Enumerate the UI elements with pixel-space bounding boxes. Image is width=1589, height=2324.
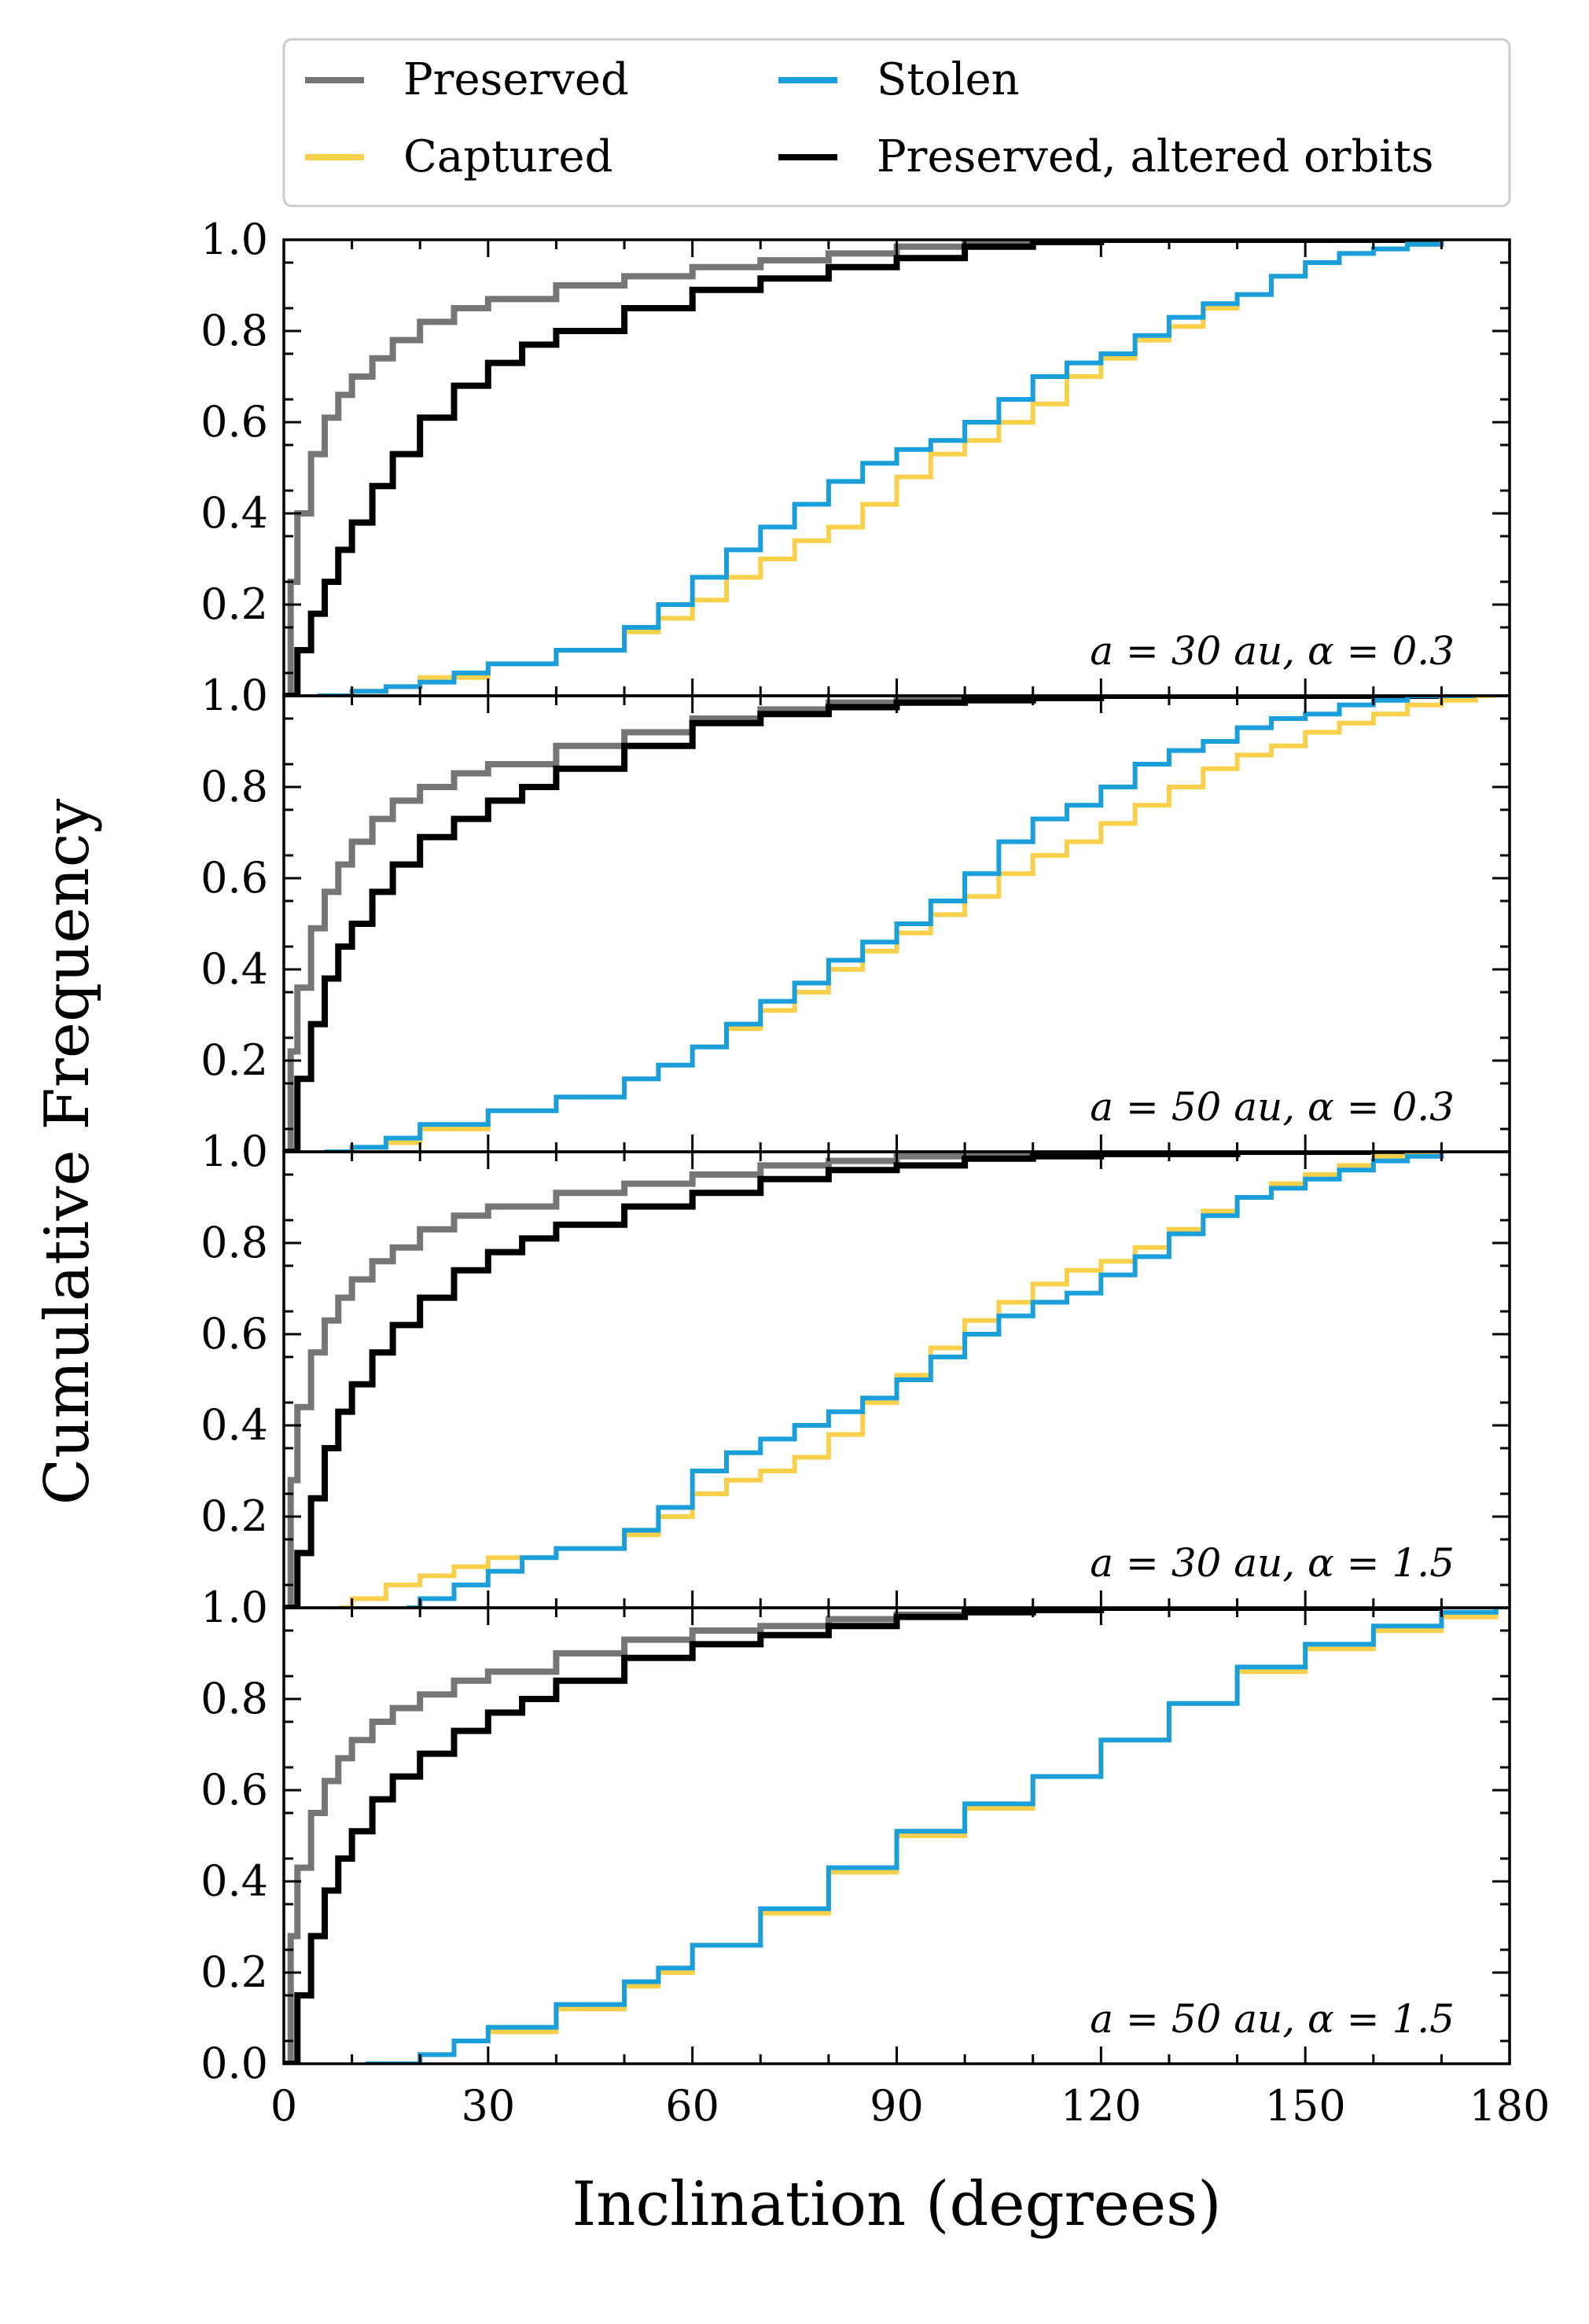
y-tick-label: 0.8 (200, 306, 268, 355)
series-stolen (365, 1608, 1499, 2064)
x-axis-title: Inclination (degrees) (572, 2169, 1221, 2240)
series-preserved (284, 696, 1442, 1152)
x-tick-label: 0 (270, 2081, 297, 2131)
legend-label-preserved-altered-orbits: Preserved, altered orbits (877, 131, 1433, 182)
x-tick-label: 60 (665, 2081, 719, 2131)
series-stolen (406, 1152, 1444, 1608)
y-tick-label: 0.4 (200, 1400, 268, 1450)
y-tick-label: 0.4 (200, 1856, 268, 1906)
y-tick-label: 0.2 (200, 1491, 268, 1541)
y-tick-label: 0.6 (200, 853, 268, 903)
series-stolen (318, 240, 1444, 696)
series-captured (338, 1152, 1442, 1608)
y-tick-label: 1.0 (200, 671, 268, 720)
series-captured (372, 1608, 1499, 2064)
panel-1: 0.2 0.4 0.6 0.8 1.0 a = 30 au, α = 0.3 (200, 215, 1511, 697)
y-tick-label: 1.0 (200, 1127, 268, 1176)
series-captured (325, 240, 1444, 696)
series-preserved (284, 1152, 1442, 1608)
series-stolen (325, 696, 1476, 1152)
legend-label-stolen: Stolen (877, 54, 1020, 105)
y-tick-label: 0.2 (200, 1947, 268, 1997)
y-tick-label: 0.0 (200, 2039, 268, 2088)
y-tick-label: 0.6 (200, 1309, 268, 1359)
panel-series (284, 240, 1444, 696)
series-preserved (284, 240, 1442, 696)
y-tick-label: 1.0 (200, 215, 268, 264)
series-preserved-altered-orbits (284, 1608, 1442, 2064)
series-preserved (284, 1608, 1442, 2064)
y-tick-label: 1.0 (200, 1583, 268, 1632)
legend: Preserved Stolen Captured Preserved, altere… (282, 38, 1511, 208)
y-tick-label: 0.8 (200, 762, 268, 811)
panel-2: 0.2 0.4 0.6 0.8 1.0 a = 50 au, α = 0.3 (200, 671, 1511, 1153)
x-tick-label: 120 (1061, 2081, 1142, 2131)
legend-box (282, 38, 1511, 208)
x-tick-label: 180 (1469, 2081, 1550, 2131)
y-tick-label: 0.8 (200, 1218, 268, 1267)
panel-ticks (282, 1606, 1511, 2065)
panel-ticks (282, 1150, 1511, 1609)
panel-label: a = 30 au, α = 1.5 (1090, 1540, 1455, 1586)
y-tick-label: 0.8 (200, 1674, 268, 1723)
y-tick-label: 0.6 (200, 397, 268, 447)
legend-label-captured: Captured (403, 131, 612, 182)
panel-series (284, 1152, 1444, 1608)
panel-series (284, 696, 1496, 1152)
series-preserved-altered-orbits (284, 1152, 1442, 1608)
panel-label: a = 30 au, α = 0.3 (1090, 628, 1455, 674)
series-preserved-altered-orbits (284, 696, 1442, 1152)
panel-3: 0.2 0.4 0.6 0.8 1.0 a = 30 au, α = 1.5 (200, 1127, 1511, 1609)
y-tick-label: 0.2 (200, 579, 268, 629)
x-tick-label: 30 (461, 2081, 515, 2131)
panel-series (284, 1608, 1499, 2064)
y-tick-label: 0.4 (200, 488, 268, 538)
y-tick-label: 0.4 (200, 944, 268, 994)
y-tick-label: 0.6 (200, 1765, 268, 1815)
x-tick-label: 150 (1265, 2081, 1346, 2131)
panel-ticks (282, 694, 1511, 1153)
x-tick-label: 90 (870, 2081, 924, 2131)
legend-label-preserved: Preserved (403, 54, 629, 105)
panel-label: a = 50 au, α = 1.5 (1090, 1996, 1455, 2042)
y-tick-label: 0.2 (200, 1035, 268, 1085)
panel-4: 0.0 0.2 0.4 0.6 0.8 1.0 a = 50 au, α = 1.5 0 30 6… (200, 1583, 1550, 2131)
panel-label: a = 50 au, α = 0.3 (1090, 1084, 1455, 1130)
series-preserved-altered-orbits (284, 240, 1442, 696)
y-axis-title: Cumulative Frequency (32, 799, 103, 1506)
